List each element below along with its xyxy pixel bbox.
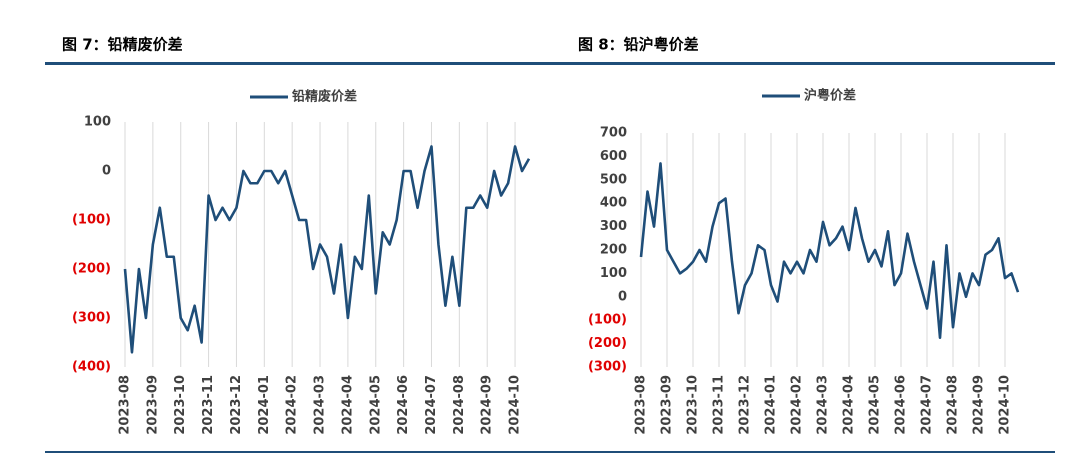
x-tick-label: 2023-08 <box>634 375 649 435</box>
x-tick-label: 2024-07 <box>920 375 935 435</box>
x-tick-label: 2023-09 <box>145 375 160 435</box>
y-tick-label: (300) <box>72 311 111 326</box>
x-tick-label: 2023-11 <box>201 375 216 435</box>
y-tick-label: 700 <box>600 126 627 141</box>
legend-label: 铅精废价差 <box>292 89 357 105</box>
x-tick-label: 2024-05 <box>868 375 883 435</box>
y-tick-label: 300 <box>600 219 627 234</box>
x-tick-label: 2024-09 <box>972 375 987 435</box>
chart-title: 图 8：铅沪粤价差 <box>578 36 699 54</box>
y-tick-label: 100 <box>84 115 111 130</box>
legend-label: 沪粤价差 <box>804 88 856 104</box>
x-tick-label: 2024-02 <box>285 375 300 435</box>
x-tick-label: 2023-10 <box>686 375 701 435</box>
x-tick-label: 2023-09 <box>660 375 675 435</box>
y-tick-label: 500 <box>600 172 627 187</box>
footer-rule <box>45 451 1055 453</box>
y-tick-label: (100) <box>72 213 111 228</box>
x-tick-label: 2024-01 <box>764 375 779 435</box>
x-tick-label: 2024-05 <box>368 375 383 435</box>
x-tick-label: 2023-08 <box>118 375 133 435</box>
data-line <box>639 162 1020 340</box>
x-tick-label: 2024-09 <box>480 375 495 435</box>
x-tick-label: 2024-02 <box>790 375 805 435</box>
y-tick-label: (100) <box>588 313 627 328</box>
y-tick-label: 0 <box>102 164 111 179</box>
x-tick-label: 2024-08 <box>946 375 961 435</box>
x-tick-label: 2023-10 <box>173 375 188 435</box>
y-tick-label: 400 <box>600 196 627 211</box>
y-tick-label: (200) <box>588 336 627 351</box>
x-tick-label: 2024-10 <box>998 375 1013 435</box>
x-tick-label: 2023-11 <box>712 375 727 435</box>
x-tick-label: 2024-04 <box>842 375 857 435</box>
header-rule <box>45 62 1055 65</box>
x-tick-label: 2024-06 <box>396 375 411 435</box>
x-tick-label: 2024-03 <box>816 375 831 435</box>
x-tick-label: 2024-04 <box>340 375 355 435</box>
x-tick-label: 2024-10 <box>508 375 523 435</box>
y-tick-label: (200) <box>72 262 111 277</box>
y-tick-label: (400) <box>72 360 111 375</box>
data-line <box>123 145 531 354</box>
x-tick-label: 2023-12 <box>229 375 244 435</box>
chart-title: 图 7：铅精废价差 <box>62 36 183 54</box>
x-tick-label: 2024-03 <box>313 375 328 435</box>
y-tick-label: (300) <box>588 360 627 375</box>
x-tick-label: 2024-08 <box>452 375 467 435</box>
x-tick-label: 2024-07 <box>424 375 439 435</box>
y-tick-label: 600 <box>600 149 627 164</box>
x-tick-label: 2024-01 <box>257 375 272 435</box>
y-tick-label: 200 <box>600 243 627 258</box>
y-tick-label: 0 <box>618 289 627 304</box>
x-tick-label: 2024-06 <box>894 375 909 435</box>
x-tick-label: 2023-12 <box>738 375 753 435</box>
y-tick-label: 100 <box>600 266 627 281</box>
